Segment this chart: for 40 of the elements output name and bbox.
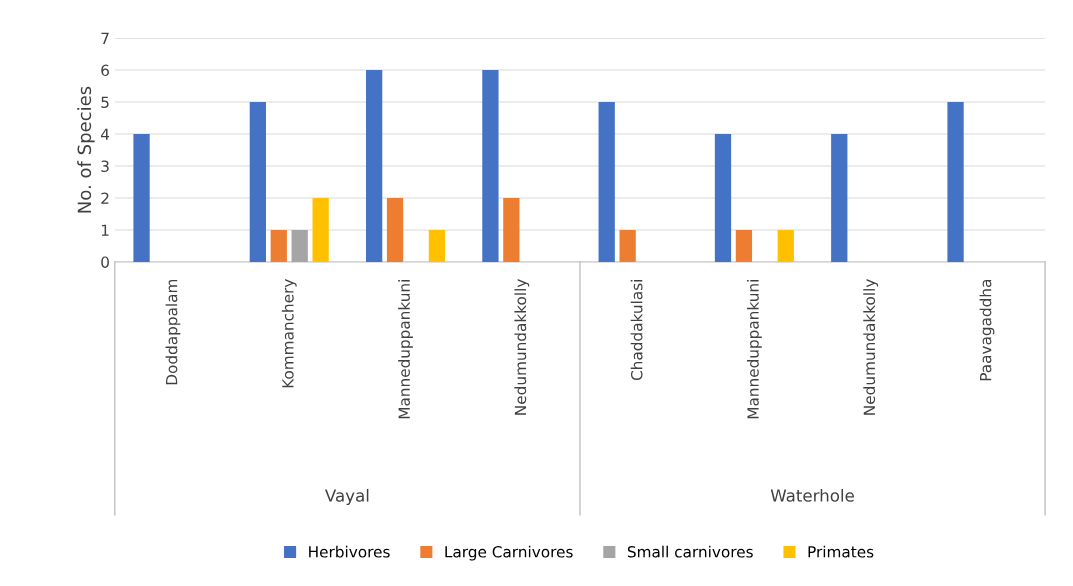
bar bbox=[598, 102, 615, 262]
x-tick-label: Kommanchery bbox=[281, 279, 297, 388]
y-tick-label: 1 bbox=[101, 224, 109, 236]
y-tick-label: 6 bbox=[101, 64, 109, 77]
y-tick-label: 2 bbox=[101, 192, 109, 204]
bar bbox=[482, 70, 499, 262]
legend-label: Primates bbox=[808, 545, 874, 558]
x-tick-label: Manneduppankuni bbox=[398, 280, 413, 419]
bar bbox=[947, 102, 964, 262]
x-tick-label: Paavagaddha bbox=[979, 280, 995, 381]
text: Vayal bbox=[325, 488, 369, 506]
bar bbox=[365, 70, 383, 262]
x-tick-label: Manneduppankuni bbox=[746, 280, 762, 419]
bar bbox=[312, 197, 329, 262]
y-tick-label: 3 bbox=[101, 160, 109, 173]
legend-label: Small carnivores bbox=[627, 545, 753, 558]
bar bbox=[291, 229, 308, 262]
bar bbox=[428, 229, 446, 262]
bar bbox=[249, 102, 266, 262]
bar bbox=[831, 134, 848, 262]
y-tick-label: 4 bbox=[100, 128, 110, 140]
x-tick-label: Nedumundakkolly bbox=[514, 279, 530, 415]
x-tick-label: Chaddakulasi bbox=[630, 280, 643, 381]
y-tick-label: 5 bbox=[101, 96, 109, 109]
bar bbox=[619, 229, 636, 262]
y-tick-label: 7 bbox=[101, 32, 109, 44]
bar bbox=[735, 229, 753, 262]
legend-label: Large Carnivores bbox=[445, 545, 573, 561]
legend-label: Herbivores bbox=[309, 545, 390, 558]
bar bbox=[503, 197, 520, 262]
bar bbox=[777, 229, 794, 262]
bar bbox=[386, 197, 404, 262]
x-tick-label: Doddappalam bbox=[165, 279, 181, 385]
bar bbox=[714, 134, 732, 262]
y-axis-title: No. of Species bbox=[77, 86, 95, 213]
y-tick-label: 0 bbox=[101, 256, 109, 268]
x-tick-label: Nedumundakkolly bbox=[863, 279, 879, 415]
text: Waterhole bbox=[770, 488, 854, 502]
bar bbox=[270, 229, 287, 262]
bar bbox=[133, 134, 150, 262]
